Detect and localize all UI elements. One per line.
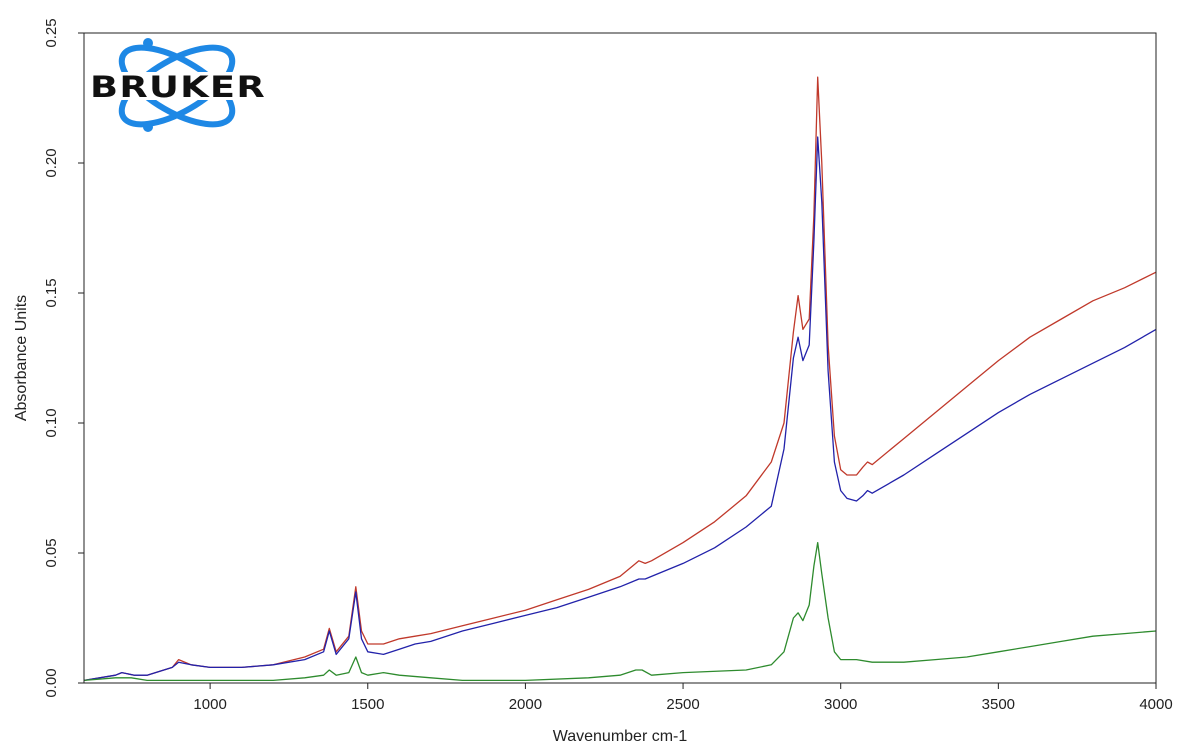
y-tick-label: 0.25 — [43, 18, 60, 47]
y-tick-label: 0.10 — [43, 408, 60, 437]
series-line-2 — [83, 136, 1157, 682]
x-tick-label: 4000 — [1139, 696, 1172, 713]
x-tick-label: 3000 — [824, 696, 857, 713]
y-tick-label: 0.00 — [43, 668, 60, 697]
x-tick-label: 1500 — [351, 696, 384, 713]
logo-electron-top — [143, 38, 153, 48]
bruker-logo: BRUKER — [90, 38, 266, 132]
series-layer — [83, 76, 1157, 682]
logo-orbit-left — [118, 44, 236, 128]
x-tick-label: 3500 — [982, 696, 1015, 713]
x-tick-label: 1000 — [193, 696, 226, 713]
x-axis: 1000 1500 2000 2500 3000 3500 4000 — [193, 683, 1173, 713]
y-axis-title: Absorbance Units — [13, 295, 30, 421]
logo-text-backdrop — [90, 72, 266, 100]
y-axis: 0.00 0.05 0.10 0.15 0.20 0.25 — [43, 18, 84, 698]
x-axis-title: Wavenumber cm-1 — [553, 728, 688, 745]
logo-orbit-right — [118, 44, 236, 128]
logo-electron-bottom — [143, 122, 153, 132]
y-tick-label: 0.15 — [43, 278, 60, 307]
y-tick-label: 0.05 — [43, 538, 60, 567]
x-tick-label: 2000 — [509, 696, 542, 713]
plot-frame — [83, 32, 1157, 684]
x-tick-label: 2500 — [666, 696, 699, 713]
logo-wordmark: BRUKER — [90, 70, 266, 104]
series-line-3 — [83, 541, 1157, 682]
y-tick-label: 0.20 — [43, 148, 60, 177]
